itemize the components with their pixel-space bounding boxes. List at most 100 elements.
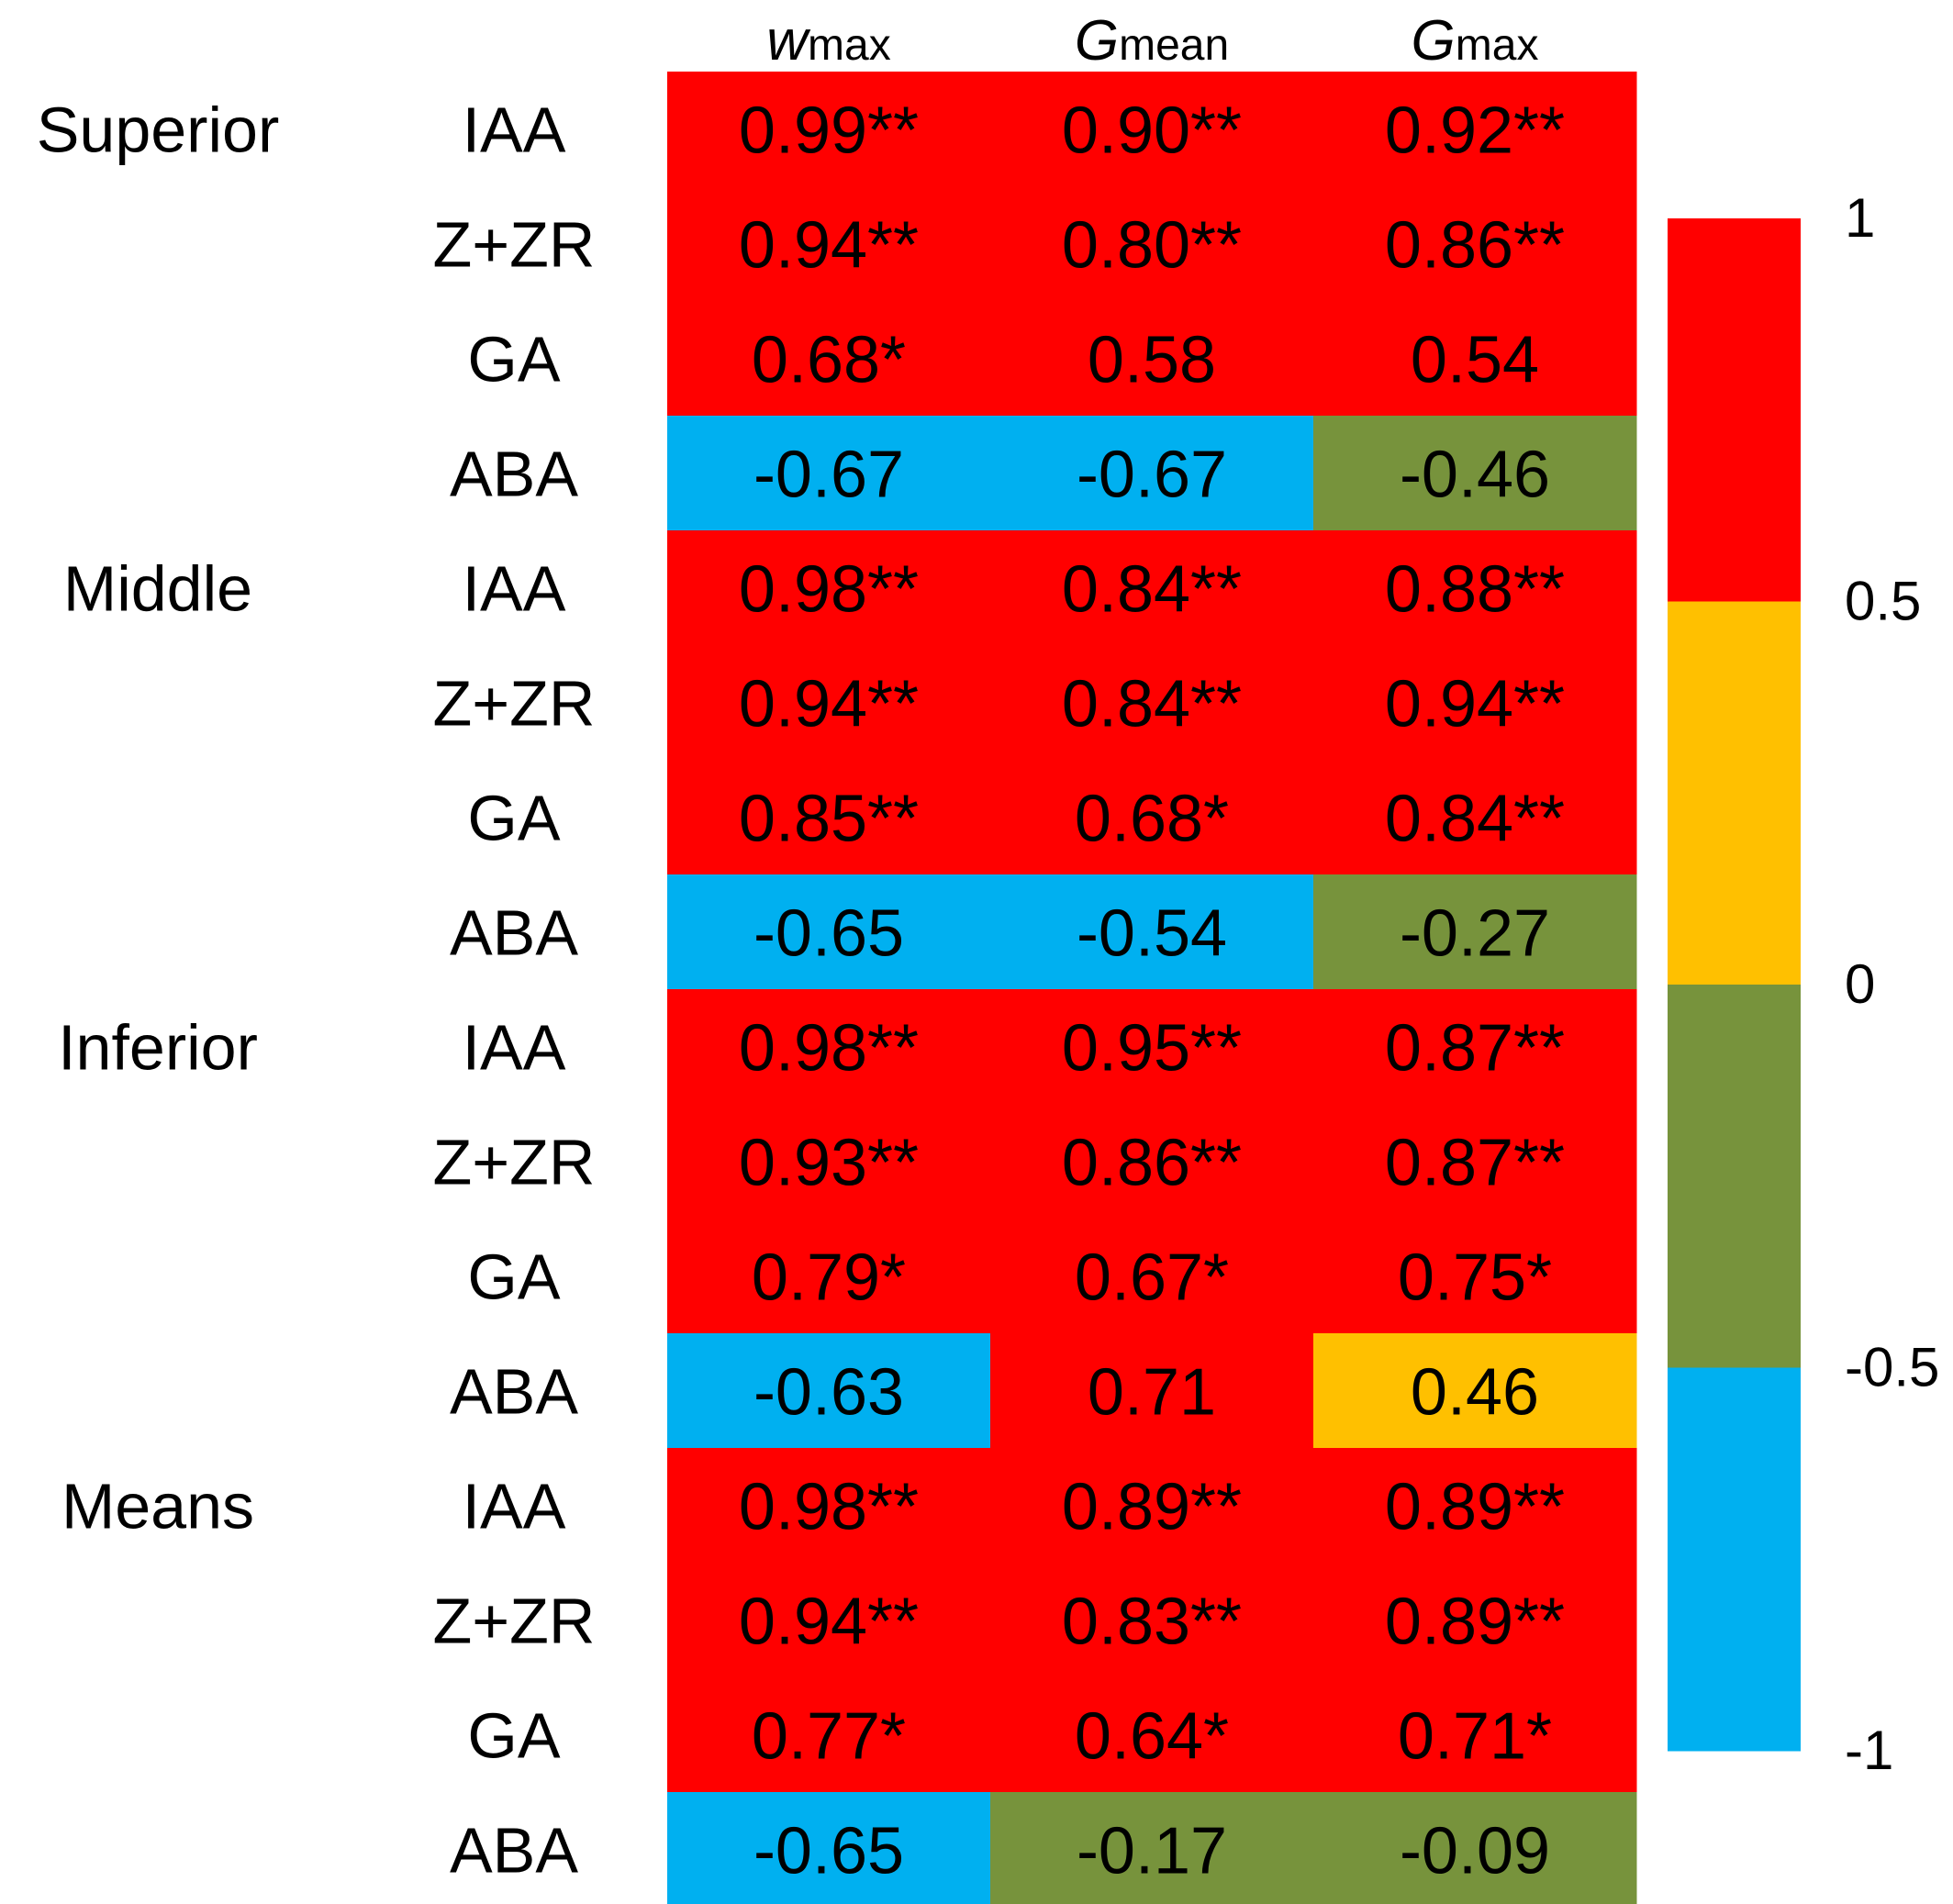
cell-value-label: 0.94** (739, 668, 919, 741)
colorbar-tick-label: -0.5 (1845, 1337, 1939, 1398)
cell-value-label: 0.84** (1062, 553, 1242, 627)
heatmap-cell (1313, 874, 1637, 990)
heatmap-cell (1313, 1792, 1637, 1904)
heatmap-cell (667, 1219, 991, 1334)
cell-value-label: 0.94** (739, 209, 919, 283)
cell-value-label: 0.83** (1062, 1586, 1242, 1659)
cell-value-label: -0.17 (1077, 1815, 1227, 1888)
heatmap-cell (990, 1333, 1314, 1449)
heatmap-cell (667, 1677, 991, 1793)
cell-value-label: 0.98** (739, 1471, 919, 1544)
cell-value-label: 0.88** (1385, 553, 1565, 627)
cell-value-label: 0.98** (739, 1012, 919, 1086)
row-label: Z+ZR (433, 1586, 596, 1657)
heatmap-cell (667, 760, 991, 875)
cell-value-label: 0.80** (1062, 209, 1242, 283)
row-label: ABA (450, 1815, 578, 1887)
heatmap-cell (1313, 530, 1637, 646)
colorbar-tick-label: 1 (1845, 187, 1875, 249)
heatmap-cell (990, 874, 1314, 990)
cell-value-label: 0.79* (752, 1241, 906, 1315)
row-labels: IAA Z+ZR GA ABA IAA Z+ZR GA ABA IAA Z+ZR GA ABA IAA Z… (433, 95, 596, 1887)
cell-value-label: 0.98** (739, 553, 919, 627)
cell-value-label: 0.95** (1062, 1012, 1242, 1086)
cell-value-label: 0.93** (739, 1127, 919, 1200)
cell-value-label: -0.54 (1077, 897, 1227, 971)
column-header-1: Gmean (1075, 9, 1229, 72)
row-label: IAA (463, 95, 566, 166)
row-label: IAA (463, 553, 566, 625)
cell-value-label: 0.68* (752, 324, 906, 397)
heatmap-cell (667, 1333, 991, 1449)
row-label: IAA (463, 1471, 566, 1542)
colorbar-bin (1668, 1367, 1801, 1752)
row-label: Z+ZR (433, 668, 596, 740)
cell-value-label: -0.65 (753, 897, 904, 971)
heatmap-cell (1313, 760, 1637, 875)
cell-value-label: 0.89** (1385, 1586, 1565, 1659)
row-label: Z+ZR (433, 1127, 596, 1198)
cell-value-label: 0.68* (1075, 783, 1229, 856)
heatmap-cell (667, 1792, 991, 1904)
heatmap-cell (990, 645, 1314, 761)
heatmap-cell (1313, 186, 1637, 302)
heatmap-cell (1313, 1563, 1637, 1678)
cell-value-label: -0.09 (1400, 1815, 1550, 1888)
cell-value-label: 0.86** (1385, 209, 1565, 283)
heatmap-cell (990, 760, 1314, 875)
row-label: GA (467, 1241, 560, 1313)
heatmap-cell (667, 186, 991, 302)
colorbar-bin (1668, 218, 1801, 602)
cell-value-label: 0.71 (1088, 1356, 1216, 1430)
heatmap-cell (990, 1219, 1314, 1334)
cell-value-label: 0.64* (1075, 1700, 1229, 1774)
heatmap-cell (990, 416, 1314, 531)
cell-value-label: 0.77* (752, 1700, 906, 1774)
row-label: IAA (463, 1012, 566, 1084)
heatmap-cell (667, 1104, 991, 1219)
group-label-means: Means (61, 1471, 254, 1542)
heatmap-cell (667, 989, 991, 1105)
heatmap-cell (667, 72, 991, 187)
column-header-0: wmax (766, 9, 890, 72)
heatmap-cell (667, 416, 991, 531)
colorbar-bin (1668, 601, 1801, 985)
cell-value-label: 0.87** (1385, 1127, 1565, 1200)
heatmap-cell (990, 72, 1314, 187)
cell-value-label: 0.75* (1398, 1241, 1552, 1315)
cell-value-label: 0.84** (1385, 783, 1565, 856)
column-header-2: Gmax (1412, 9, 1539, 72)
heatmap-cell (990, 301, 1314, 417)
heatmap-cell (1313, 416, 1637, 531)
cell-value-label: 0.58 (1088, 324, 1216, 397)
heatmap-cell (990, 1792, 1314, 1904)
cell-value-label: 0.89** (1385, 1471, 1565, 1544)
cell-value-label: 0.87** (1385, 1012, 1565, 1086)
heatmap-cell (1313, 1448, 1637, 1564)
cell-value-label: 0.54 (1411, 324, 1539, 397)
cell-value-label: 0.84** (1062, 668, 1242, 741)
cell-value-label: 0.90** (1062, 95, 1242, 168)
cell-value-label: 0.67* (1075, 1241, 1229, 1315)
heatmap-cell (1313, 72, 1637, 187)
heatmap-cell (1313, 1677, 1637, 1793)
heatmap-cell (990, 530, 1314, 646)
colorbar-tick-label: 0.5 (1845, 571, 1921, 632)
cell-value-label: -0.65 (753, 1815, 904, 1888)
cell-value-label: -0.67 (753, 439, 904, 512)
heatmap-cell (1313, 1104, 1637, 1219)
cell-value-label: 0.85** (739, 783, 919, 856)
heatmap-cell (1313, 645, 1637, 761)
colorbar-bin (1668, 985, 1801, 1368)
heatmap-cell (990, 989, 1314, 1105)
heatmap-cell (667, 645, 991, 761)
heatmap-cells: 0.99** 0.90** 0.92** 0.94** 0.80** 0.86** 0.68… (667, 72, 1637, 1904)
row-label: ABA (450, 897, 578, 969)
cell-value-label: 0.46 (1411, 1356, 1539, 1430)
cell-value-label: 0.94** (739, 1586, 919, 1659)
colorbar: 1 0.5 0 -0.5 -1 (1668, 187, 1939, 1781)
heatmap-cell (1313, 301, 1637, 417)
heatmap-cell (667, 1563, 991, 1678)
group-label-middle: Middle (63, 553, 252, 625)
